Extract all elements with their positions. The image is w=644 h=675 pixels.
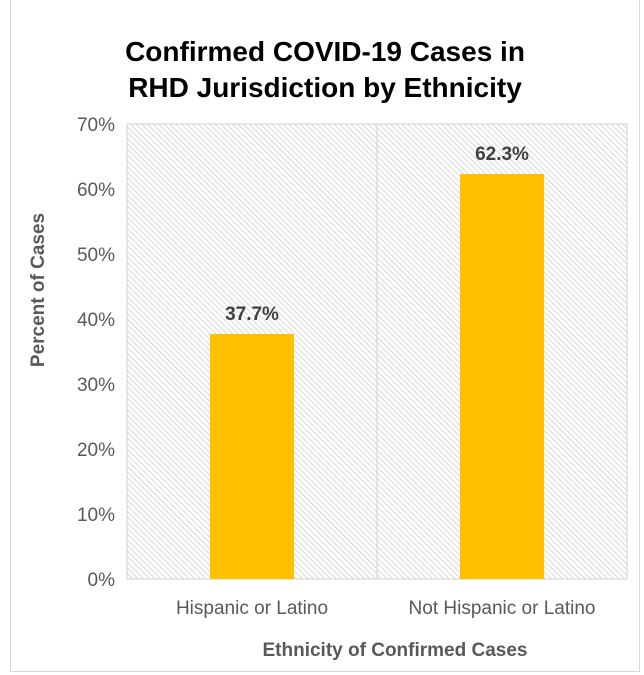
y-tick-label: 20% [77, 440, 115, 461]
bar [460, 174, 544, 580]
x-axis-categories: Hispanic or Latino Not Hispanic or Latino [176, 598, 596, 619]
y-tick-label: 30% [77, 375, 115, 396]
bar-data-label: 37.7% [225, 304, 279, 325]
y-tick-label: 60% [77, 180, 115, 201]
x-axis-title: Ethnicity of Confirmed Cases [263, 640, 528, 661]
x-category-label: Not Hispanic or Latino [409, 598, 596, 619]
y-tick-label: 70% [77, 115, 115, 136]
y-tick-label: 40% [77, 310, 115, 331]
data-labels: 37.7% 62.3% [225, 144, 529, 325]
chart-title-line-1: Confirmed COVID-19 Cases in [125, 36, 525, 67]
y-tick-label: 50% [77, 245, 115, 266]
chart-frame [10, 0, 640, 672]
bar [210, 333, 294, 579]
x-category-label: Hispanic or Latino [176, 598, 328, 619]
y-tick-label: 10% [77, 505, 115, 526]
y-tick-label: 0% [88, 570, 116, 591]
chart-title-line-2: RHD Jurisdiction by Ethnicity [128, 72, 522, 103]
y-axis-title: Percent of Cases [28, 213, 49, 367]
bar-data-label: 62.3% [475, 144, 529, 165]
y-axis-ticks: 0% 10% 20% 30% 40% 50% 60% 70% [77, 115, 115, 591]
bars [210, 174, 544, 580]
